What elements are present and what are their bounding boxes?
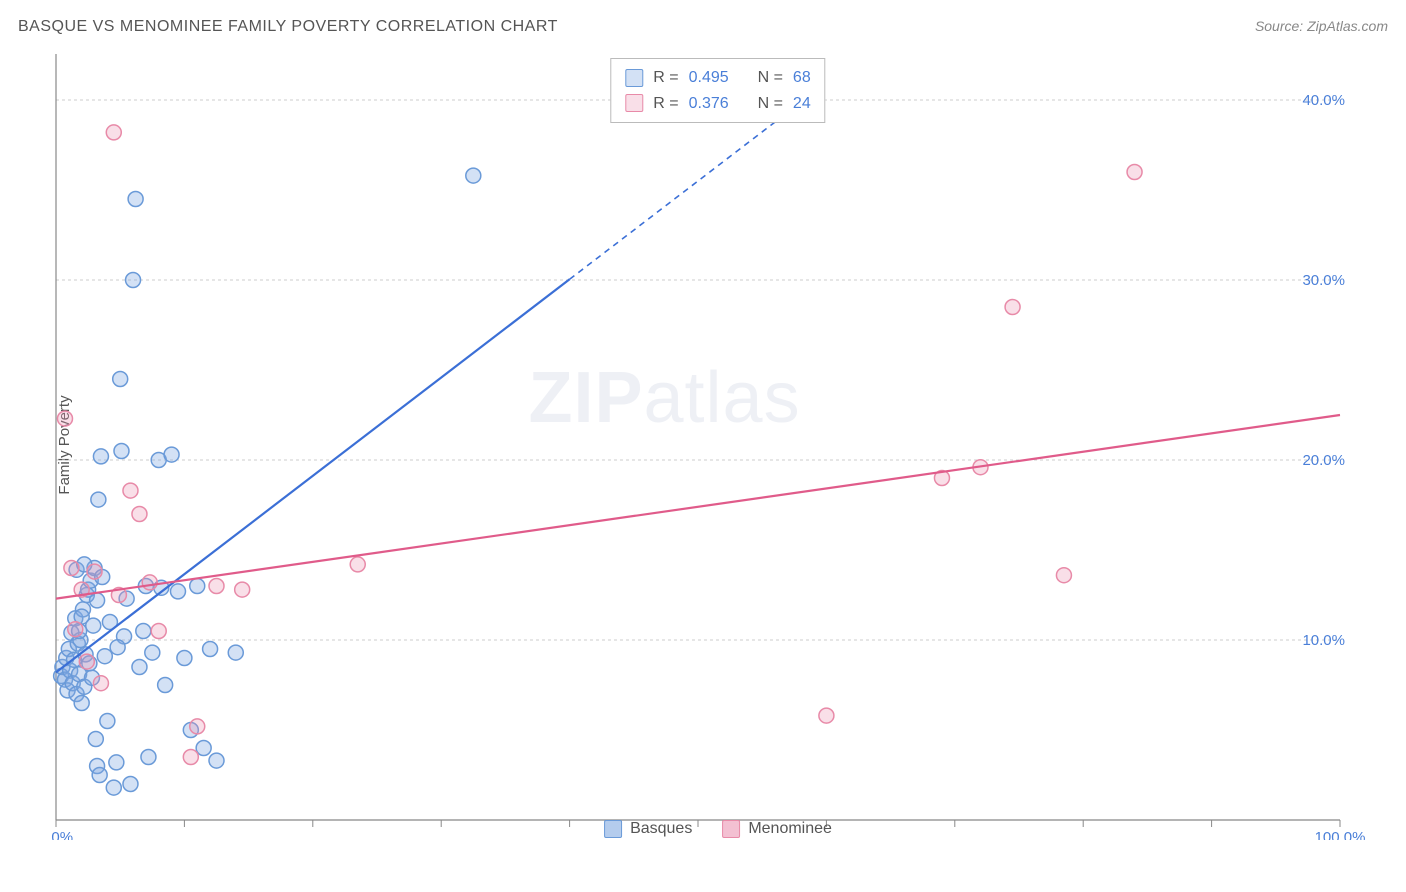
scatter-point	[183, 750, 198, 765]
legend-swatch	[722, 820, 740, 838]
chart-header: BASQUE VS MENOMINEE FAMILY POVERTY CORRE…	[18, 18, 1388, 36]
legend-item: Menominee	[722, 820, 832, 838]
regression-line	[56, 279, 570, 672]
scatter-point	[177, 651, 192, 666]
scatter-point	[136, 624, 151, 639]
scatter-point	[350, 557, 365, 572]
scatter-point	[93, 449, 108, 464]
scatter-point	[68, 622, 83, 637]
scatter-point	[90, 593, 105, 608]
legend-n-value: 68	[793, 65, 811, 91]
legend-swatch	[625, 94, 643, 112]
svg-text:10.0%: 10.0%	[1302, 632, 1345, 649]
legend-n-label: N =	[758, 65, 783, 91]
scatter-point	[170, 584, 185, 599]
scatter-point	[132, 660, 147, 675]
chart-area: Family Poverty ZIPatlas 10.0%20.0%30.0%4…	[50, 50, 1386, 840]
scatter-point	[1127, 165, 1142, 180]
scatter-point	[128, 192, 143, 207]
chart-title: BASQUE VS MENOMINEE FAMILY POVERTY CORRE…	[18, 18, 558, 36]
scatter-point	[79, 654, 94, 669]
scatter-point	[141, 750, 156, 765]
scatter-point	[123, 777, 138, 792]
scatter-point	[190, 719, 205, 734]
scatter-plot: 10.0% 20.0% 30.0% 40.0% 0.0% 100.0%	[50, 50, 1386, 840]
scatter-point	[92, 768, 107, 783]
legend-r-value: 0.376	[689, 91, 729, 117]
scatter-point	[106, 125, 121, 140]
series-legend: Basques Menominee	[604, 820, 832, 838]
svg-text:0.0%: 0.0%	[50, 829, 73, 840]
regression-line	[56, 415, 1340, 599]
legend-r-value: 0.495	[689, 65, 729, 91]
scatter-point	[228, 645, 243, 660]
scatter-point	[91, 492, 106, 507]
legend-swatch	[625, 69, 643, 87]
scatter-point	[123, 483, 138, 498]
legend-item: Basques	[604, 820, 692, 838]
scatter-point	[126, 273, 141, 288]
scatter-point	[196, 741, 211, 756]
scatter-point	[74, 696, 89, 711]
scatter-point	[235, 582, 250, 597]
legend-row: R = 0.495 N = 68	[625, 65, 810, 91]
scatter-point	[57, 411, 72, 426]
scatter-point	[1056, 568, 1071, 583]
scatter-point	[110, 640, 125, 655]
scatter-point	[158, 678, 173, 693]
scatter-point	[114, 444, 129, 459]
svg-text:100.0%: 100.0%	[1315, 829, 1366, 840]
scatter-point	[151, 624, 166, 639]
scatter-point	[113, 372, 128, 387]
legend-swatch	[604, 820, 622, 838]
scatter-point	[93, 676, 108, 691]
scatter-point	[100, 714, 115, 729]
scatter-point	[145, 645, 160, 660]
legend-label: Basques	[630, 820, 692, 838]
legend-label: Menominee	[748, 820, 832, 838]
scatter-point	[87, 564, 102, 579]
scatter-point	[88, 732, 103, 747]
legend-row: R = 0.376 N = 24	[625, 91, 810, 117]
svg-text:30.0%: 30.0%	[1302, 272, 1345, 289]
scatter-point	[97, 649, 112, 664]
legend-n-value: 24	[793, 91, 811, 117]
regression-line-dashed	[570, 102, 801, 279]
scatter-point	[109, 755, 124, 770]
scatter-point	[64, 561, 79, 576]
legend-r-label: R =	[653, 65, 678, 91]
svg-text:40.0%: 40.0%	[1302, 92, 1345, 109]
scatter-point	[209, 753, 224, 768]
scatter-point	[209, 579, 224, 594]
scatter-point	[819, 708, 834, 723]
scatter-point	[190, 579, 205, 594]
scatter-point	[142, 575, 157, 590]
scatter-point	[203, 642, 218, 657]
legend-r-label: R =	[653, 91, 678, 117]
correlation-legend: R = 0.495 N = 68 R = 0.376 N = 24	[610, 58, 825, 123]
svg-text:20.0%: 20.0%	[1302, 452, 1345, 469]
scatter-point	[164, 447, 179, 462]
legend-n-label: N =	[758, 91, 783, 117]
scatter-point	[1005, 300, 1020, 315]
scatter-point	[466, 168, 481, 183]
scatter-point	[106, 780, 121, 795]
chart-source: Source: ZipAtlas.com	[1255, 18, 1388, 34]
scatter-point	[132, 507, 147, 522]
